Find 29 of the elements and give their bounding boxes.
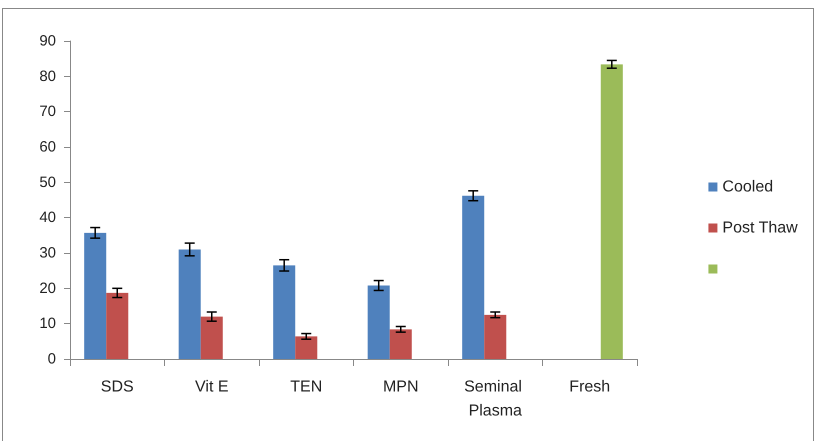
x-tick-label: TEN [290, 378, 322, 396]
bar [484, 314, 506, 359]
y-tick-label: 70 [39, 103, 56, 120]
y-tick-label: 90 [39, 32, 56, 50]
y-tick-label: 80 [39, 68, 56, 85]
y-tick-label: 30 [39, 244, 56, 262]
y-tick-label: 60 [39, 138, 56, 156]
bar [390, 329, 412, 359]
legend-label: Cooled [722, 178, 774, 196]
bar [600, 64, 623, 359]
y-tick-label: 20 [39, 280, 56, 297]
y-tick-label: 10 [39, 315, 56, 332]
bar [106, 292, 128, 359]
bar [295, 336, 318, 359]
x-tick-label: SDS [100, 378, 134, 396]
x-tick-label: Vit E [195, 378, 228, 396]
bar [178, 249, 201, 359]
bar [200, 316, 223, 359]
x-tick-label: Seminal Plasma [464, 378, 526, 420]
y-tick-label: 40 [39, 209, 56, 226]
bar [273, 265, 296, 359]
y-tick-label: 50 [39, 174, 56, 191]
legend-label: Post Thaw [722, 220, 798, 236]
bar [368, 286, 390, 359]
bar [462, 196, 484, 359]
y-tick-label: 0 [48, 350, 56, 368]
x-tick-label: MPN [382, 378, 419, 396]
bar [84, 232, 106, 359]
x-tick-label: Fresh [569, 378, 610, 396]
